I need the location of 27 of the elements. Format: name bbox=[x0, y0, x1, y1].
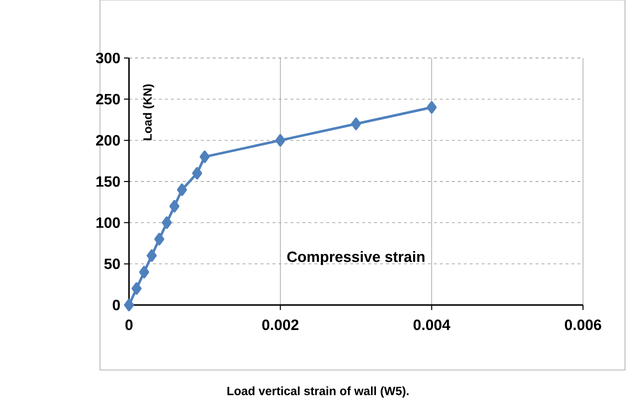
point bbox=[275, 134, 286, 147]
point bbox=[154, 232, 164, 246]
point bbox=[162, 216, 172, 229]
point bbox=[169, 200, 180, 212]
point bbox=[426, 101, 437, 114]
x-tick-label: 0.004 bbox=[414, 320, 450, 330]
point bbox=[200, 150, 210, 164]
x-tick-label: 0 bbox=[125, 320, 133, 330]
x-tick-label: 0.006 bbox=[564, 320, 602, 330]
point bbox=[146, 249, 157, 262]
y-tick-label: 0 bbox=[112, 300, 120, 310]
point bbox=[192, 167, 202, 180]
y-tick-label: 200 bbox=[96, 135, 120, 146]
point bbox=[176, 183, 187, 196]
x-tick-label: 0.002 bbox=[262, 320, 298, 330]
y-tick-label: 50 bbox=[104, 258, 120, 270]
point bbox=[351, 118, 362, 130]
text: Load vertical strain of wall (W5). bbox=[227, 386, 409, 398]
point bbox=[124, 298, 134, 312]
point bbox=[132, 282, 142, 295]
y-tick-label: 300 bbox=[96, 52, 120, 64]
y-axis-title: Load (KN) bbox=[142, 84, 154, 140]
y-tick-label: 100 bbox=[96, 217, 120, 228]
point bbox=[139, 266, 150, 278]
x-axis-title: Compressive strain bbox=[287, 251, 424, 266]
y-tick-label: 150 bbox=[96, 176, 120, 187]
y-tick-label: 250 bbox=[96, 94, 120, 104]
